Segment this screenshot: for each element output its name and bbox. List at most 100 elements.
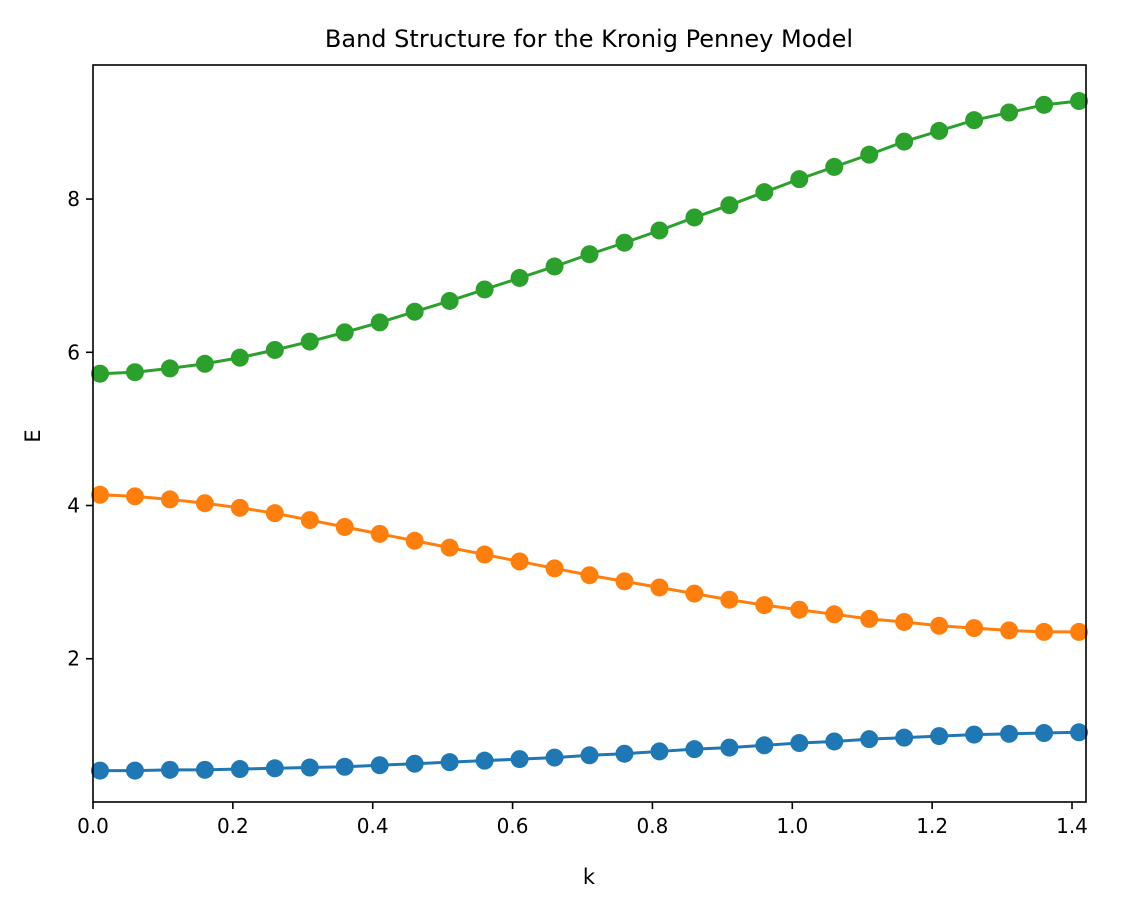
y-tick-label: 6 xyxy=(67,340,80,364)
data-point xyxy=(405,754,424,773)
data-point xyxy=(1070,723,1089,742)
data-point xyxy=(160,760,179,779)
series-2 xyxy=(90,485,1089,641)
x-tick-label: 0.4 xyxy=(357,814,389,838)
data-point xyxy=(475,751,494,770)
data-point xyxy=(720,590,739,609)
data-point xyxy=(650,742,669,761)
y-tick-label: 4 xyxy=(67,494,80,518)
data-point xyxy=(545,748,564,767)
data-point xyxy=(265,504,284,523)
data-point xyxy=(615,572,634,591)
x-tick-label: 1.4 xyxy=(1056,814,1088,838)
series-layer xyxy=(90,92,1089,780)
data-point xyxy=(335,517,354,536)
data-point xyxy=(615,233,634,252)
data-point xyxy=(125,487,144,506)
data-point xyxy=(1070,92,1089,111)
data-point xyxy=(160,359,179,378)
data-point xyxy=(965,619,984,638)
data-point xyxy=(860,145,879,164)
x-tick-label: 0.6 xyxy=(497,814,529,838)
data-point xyxy=(125,761,144,780)
data-point xyxy=(1000,724,1019,743)
data-point xyxy=(545,559,564,578)
data-point xyxy=(860,730,879,749)
data-point xyxy=(1035,95,1054,114)
data-point xyxy=(895,728,914,747)
data-point xyxy=(1070,622,1089,641)
data-point xyxy=(90,485,109,504)
data-point xyxy=(300,332,319,351)
data-point xyxy=(685,584,704,603)
data-point xyxy=(580,746,599,765)
chart-title: Band Structure for the Kronig Penney Mod… xyxy=(325,25,853,53)
data-point xyxy=(545,257,564,276)
data-point xyxy=(895,612,914,631)
data-point xyxy=(790,170,809,189)
y-tick-label: 2 xyxy=(67,647,80,671)
data-point xyxy=(1000,103,1019,122)
data-point xyxy=(790,734,809,753)
data-point xyxy=(1000,621,1019,640)
data-point xyxy=(1035,724,1054,743)
data-point xyxy=(510,750,529,769)
data-point xyxy=(895,132,914,151)
data-point xyxy=(930,121,949,140)
y-tick-label: 8 xyxy=(67,187,80,211)
x-axis-label: k xyxy=(583,865,596,889)
data-point xyxy=(230,498,249,517)
data-point xyxy=(370,524,389,543)
data-point xyxy=(930,616,949,635)
data-point xyxy=(90,761,109,780)
y-axis-label: E xyxy=(21,429,45,442)
data-point xyxy=(335,757,354,776)
data-point xyxy=(965,111,984,130)
data-point xyxy=(825,732,844,751)
x-axis: 0.0 0.2 0.4 0.6 0.8 1.0 1.2 1.4 xyxy=(77,802,1088,838)
data-point xyxy=(370,756,389,775)
data-point xyxy=(825,605,844,624)
data-point xyxy=(720,738,739,757)
data-point xyxy=(195,760,214,779)
series-3 xyxy=(90,92,1089,383)
data-point xyxy=(300,758,319,777)
data-point xyxy=(650,578,669,597)
x-tick-label: 0.2 xyxy=(217,814,249,838)
data-point xyxy=(580,566,599,585)
data-point xyxy=(125,363,144,382)
data-point xyxy=(510,552,529,571)
data-point xyxy=(755,183,774,202)
data-point xyxy=(440,753,459,772)
data-point xyxy=(930,727,949,746)
plot-frame xyxy=(92,64,1087,803)
data-point xyxy=(755,596,774,615)
data-point xyxy=(475,545,494,564)
data-point xyxy=(790,600,809,619)
x-tick-label: 1.0 xyxy=(776,814,808,838)
data-point xyxy=(405,531,424,550)
x-tick-label: 0.0 xyxy=(77,814,109,838)
data-point xyxy=(195,494,214,513)
y-axis: 2 4 6 8 xyxy=(67,187,93,671)
data-point xyxy=(440,291,459,310)
data-point xyxy=(965,725,984,744)
data-point xyxy=(615,744,634,763)
data-point xyxy=(685,740,704,759)
data-point xyxy=(195,354,214,373)
data-point xyxy=(650,221,669,240)
data-point xyxy=(230,348,249,367)
data-point xyxy=(265,340,284,359)
x-tick-label: 1.2 xyxy=(916,814,948,838)
data-point xyxy=(755,736,774,755)
data-point xyxy=(825,157,844,176)
data-point xyxy=(335,323,354,342)
data-point xyxy=(860,609,879,628)
data-point xyxy=(1035,622,1054,641)
data-point xyxy=(685,208,704,227)
data-point xyxy=(720,196,739,215)
data-point xyxy=(230,760,249,779)
series-1 xyxy=(90,723,1089,780)
data-point xyxy=(440,538,459,557)
